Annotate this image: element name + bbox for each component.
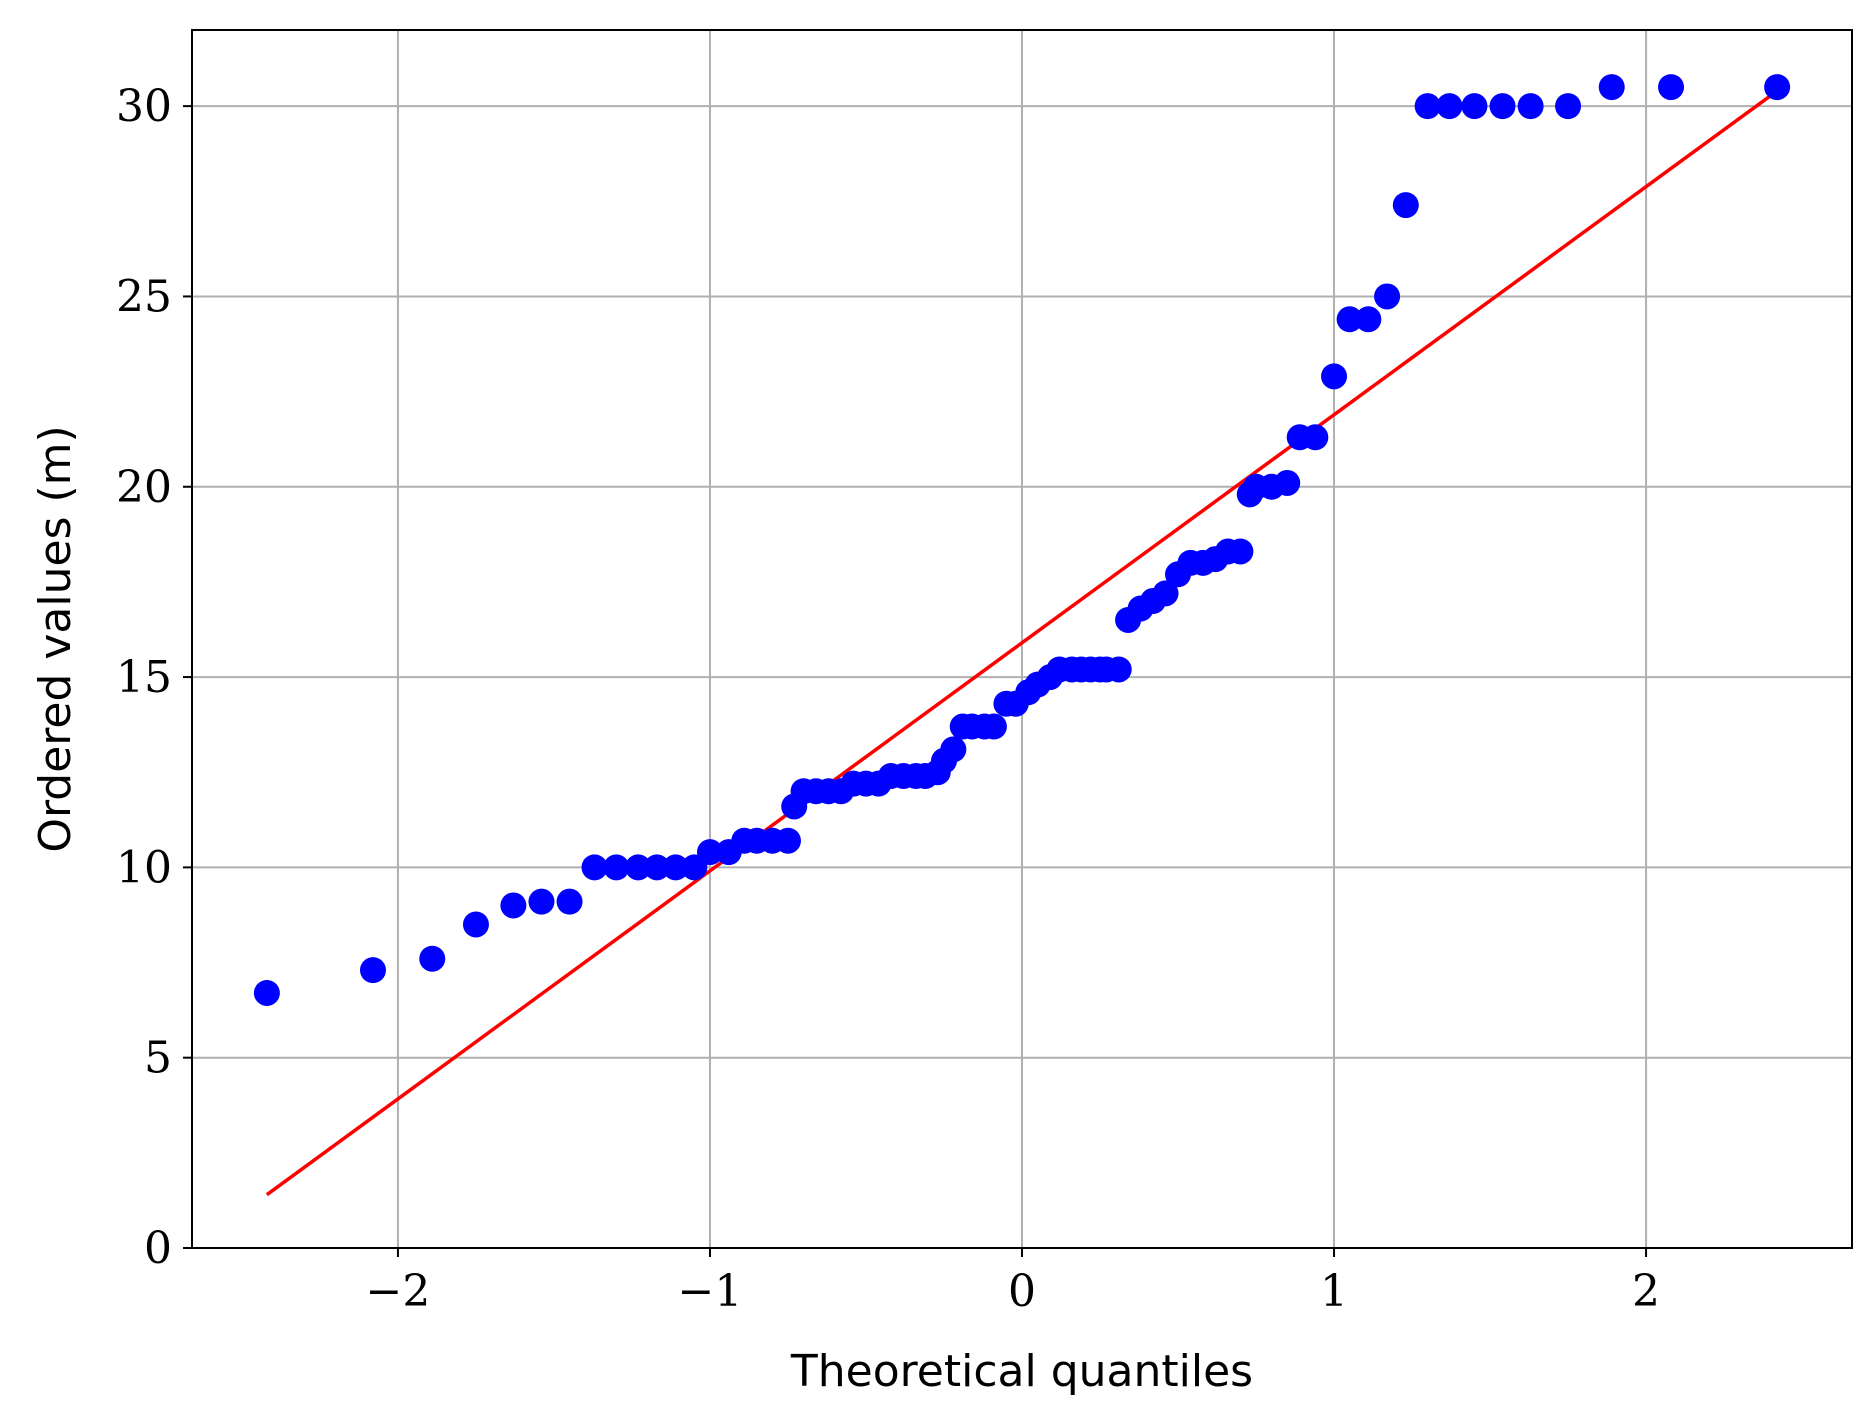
data-point [359,957,386,984]
data-point [253,979,280,1006]
data-point [1392,192,1419,219]
data-point [1461,93,1488,120]
data-point [1105,656,1132,683]
data-point [980,713,1007,740]
fit-line-layer [265,89,1779,1197]
x-tick-label: −1 [678,1266,743,1317]
data-point [419,945,446,972]
data-point [1302,424,1329,451]
y-tick-label: 10 [116,842,172,893]
data-point [581,854,608,881]
data-point [1374,283,1401,310]
data-point [1414,93,1441,120]
data-points [253,74,1791,1006]
data-point [1436,93,1463,120]
data-point [696,839,723,866]
data-point [940,736,967,763]
data-point [1227,538,1254,565]
data-point [1321,363,1348,390]
data-point [603,854,630,881]
data-point [1764,74,1791,101]
x-axis-label: Theoretical quantiles [790,1346,1253,1397]
data-point [1274,469,1301,496]
fit-line [265,89,1779,1197]
data-point [1517,93,1544,120]
data-point [528,888,555,915]
data-point [500,892,527,919]
data-point [1658,74,1685,101]
y-tick-label: 30 [116,81,172,132]
x-tick-label: 1 [1320,1266,1348,1317]
data-point [1489,93,1516,120]
y-tick-label: 5 [144,1033,172,1084]
data-point [774,827,801,854]
y-tick-label: 25 [116,271,172,322]
data-point [556,888,583,915]
data-point [1555,93,1582,120]
y-axis-label: Ordered values (m) [30,425,81,852]
x-tick-label: −2 [366,1266,431,1317]
data-point [1336,306,1363,333]
y-tick-label: 15 [116,652,172,703]
data-point [662,854,689,881]
data-point [462,911,489,938]
y-tick-label: 0 [144,1223,172,1274]
data-point [643,854,670,881]
x-tick-label: 0 [1008,1266,1036,1317]
x-tick-label: 2 [1632,1266,1660,1317]
data-point [625,854,652,881]
data-point [1355,306,1382,333]
y-tick-label: 20 [116,462,172,513]
data-point [1598,74,1625,101]
data-point [1152,580,1179,607]
